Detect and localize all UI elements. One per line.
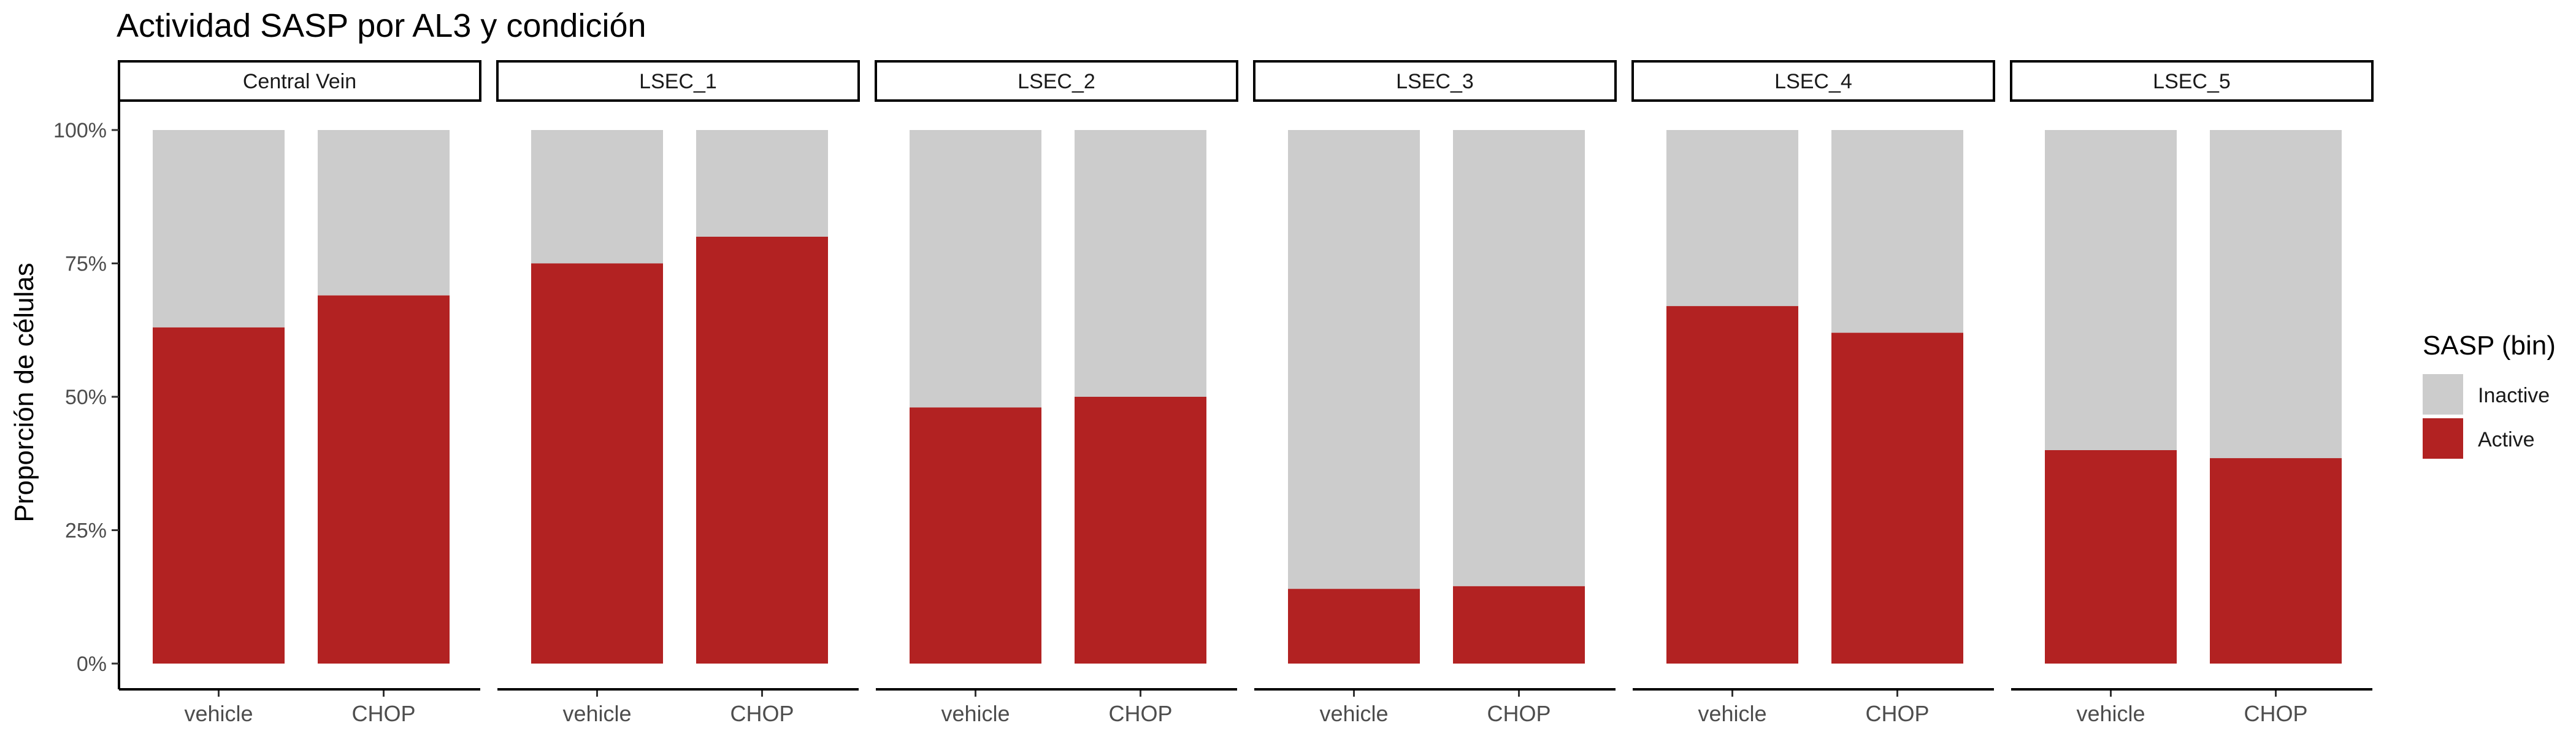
legend-label: Active [2478,428,2535,451]
bar-inactive [1075,130,1206,397]
legend-key-inactive [2423,374,2463,415]
bar-inactive [2045,130,2177,450]
bar-inactive [531,130,663,264]
bar-inactive [1666,130,1798,307]
chart-title: Actividad SASP por AL3 y condición [117,7,646,44]
bar-active [1075,397,1206,664]
y-tick-label: 100% [53,119,107,142]
x-tick-label: vehicle [941,701,1010,726]
facet-panel: Central Vein vehicle CHOP [118,60,481,726]
y-tick-label: 50% [65,386,107,409]
x-tick-label: vehicle [184,701,253,726]
bar-active [1288,589,1420,664]
bar-active [2045,450,2177,664]
bar-inactive [910,130,1041,408]
facet-label: LSEC_5 [2153,70,2231,93]
bar-inactive [1288,130,1420,589]
y-axis-label: Proporción de células [9,262,39,522]
facet-label: LSEC_1 [639,70,717,93]
bar-active [318,295,450,664]
facet-label: LSEC_2 [1018,70,1095,93]
x-tick-label: vehicle [562,701,631,726]
bar-inactive [1831,130,1963,333]
facet-label: LSEC_4 [1774,70,1852,93]
facet-strip [875,60,1238,102]
facet-label: Central Vein [243,70,356,93]
x-tick-label: CHOP [1487,701,1551,726]
bar-active [153,327,285,664]
bar-active [1666,306,1798,664]
bar-inactive [696,130,828,237]
bar-active [910,407,1041,664]
bar-inactive [153,130,285,327]
x-tick-label: vehicle [1698,701,1766,726]
x-tick-label: vehicle [2076,701,2145,726]
facet-strip [2010,60,2374,102]
y-axis: 0% 25% 50% 75% 100% [53,101,120,689]
facet-label: LSEC_3 [1396,70,1474,93]
x-tick-label: CHOP [2244,701,2307,726]
legend-title: SASP (bin) [2423,331,2556,361]
y-tick-label: 0% [77,653,107,676]
x-tick-label: CHOP [1865,701,1929,726]
x-tick-label: CHOP [351,701,415,726]
bar-inactive [2210,130,2342,459]
bar-active [531,263,663,664]
facet-strip [118,60,481,102]
x-tick-label: CHOP [1108,701,1172,726]
legend-label: Inactive [2478,384,2550,407]
bar-active [2210,458,2342,664]
bar-inactive [1453,130,1585,586]
bar-active [1831,332,1963,664]
legend-key-active [2423,418,2463,459]
x-tick-label: vehicle [1319,701,1388,726]
bar-active [696,237,828,664]
legend: SASP (bin) Inactive Active [2423,331,2556,459]
facet-strip [496,60,860,102]
y-tick-label: 25% [65,519,107,543]
facet-strip [1631,60,1995,102]
bar-inactive [318,130,450,296]
facet-strip [1253,60,1617,102]
y-tick-label: 75% [65,253,107,276]
bar-active [1453,586,1585,664]
x-tick-label: CHOP [730,701,794,726]
